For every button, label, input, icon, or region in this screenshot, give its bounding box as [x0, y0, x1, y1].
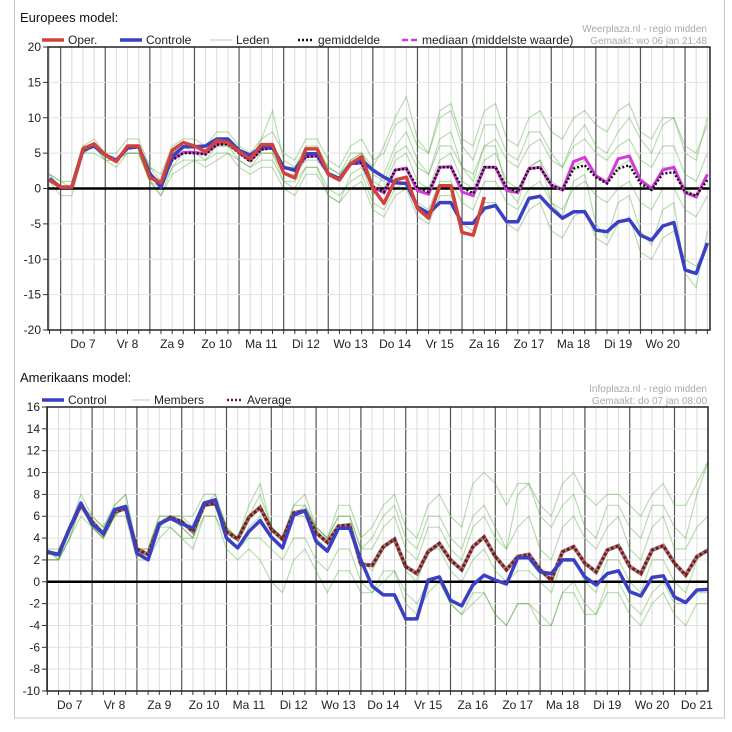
y-tick-label: 4	[33, 531, 40, 545]
created-timestamp: Gemaakt: wo 06 jan 21:48	[590, 36, 707, 47]
created-timestamp: Gemaakt: do 07 jan 08:00	[592, 396, 708, 407]
x-tick-label: Di 19	[604, 337, 632, 351]
y-tick-label: -10	[24, 252, 42, 266]
chart-title: Europees model:	[20, 10, 118, 25]
chart-europees: Europees model: Weerplaza.nl - regio mid…	[20, 10, 711, 351]
chart-amerikaans: Amerikaans model: Infoplaza.nl - regio m…	[20, 370, 713, 712]
x-tick-label: Vr 8	[104, 698, 126, 712]
legend-label-oper: Oper.	[68, 33, 97, 47]
member-line	[49, 145, 708, 268]
x-tick-label: Ma 18	[557, 337, 591, 351]
legend: Control Members Average	[42, 393, 292, 407]
y-tick-label: -8	[29, 662, 40, 676]
y-tick-label: 16	[27, 400, 41, 414]
y-tick-label: 10	[27, 466, 41, 480]
legend-label-control: Control	[68, 393, 107, 407]
control-line	[47, 498, 708, 621]
y-tick-label: 10	[28, 111, 42, 125]
x-tick-label: Di 12	[280, 698, 308, 712]
x-tick-label: Do 7	[70, 337, 96, 351]
x-tick-labels: Do 7 Vr 8 Za 9 Zo 10 Ma 11 Di 12 Wo 13 Do 14 Vr …	[57, 698, 713, 712]
x-tick-label: Vr 15	[414, 698, 443, 712]
member-line	[47, 515, 708, 627]
outer-frame	[14, 0, 725, 719]
source-line: Infoplaza.nl - regio midden	[589, 384, 707, 395]
x-tick-label: Ma 11	[233, 698, 266, 712]
y-tick-label: 15	[28, 75, 42, 89]
plot-area: 16 14 12 10 8 6 4 2 0 -2 -4 -6 -8 -10 Do 7 Vr 8 Za 9 Zo 1…	[23, 400, 714, 712]
x-tick-label: Do 7	[57, 698, 83, 712]
x-tick-label: Do 14	[379, 337, 411, 351]
y-tick-label: -15	[24, 288, 42, 302]
legend-label-members: Leden	[236, 33, 269, 47]
member-line	[49, 102, 708, 182]
legend: Oper. Controle Leden gemiddelde mediaan …	[42, 33, 573, 47]
series-lines	[47, 461, 708, 627]
x-tick-label: Ma 11	[245, 337, 278, 351]
x-tick-label: Vr 8	[117, 337, 139, 351]
y-tick-label: 0	[34, 182, 41, 196]
plot-area: 20 15 10 5 0 -5 -10 -15 -20 Do 7 Vr 8 Za 9 Zo 10 Ma 1…	[24, 40, 711, 351]
x-tick-label: Za 9	[147, 698, 171, 712]
x-tick-label: Za 16	[469, 337, 500, 351]
legend-label-average: Average	[247, 393, 292, 407]
y-tick-label: 0	[33, 575, 40, 589]
x-tick-label: Do 21	[681, 698, 713, 712]
x-tick-label: Za 9	[160, 337, 184, 351]
x-tick-label: Vr 15	[426, 337, 455, 351]
x-tick-label: Zo 10	[189, 698, 220, 712]
y-tick-label: -4	[29, 618, 40, 632]
y-tick-label: 14	[27, 422, 41, 436]
legend-label-mean: gemiddelde	[318, 33, 380, 47]
control-line	[48, 137, 710, 276]
plot-frame	[46, 406, 709, 692]
x-tick-label: Di 12	[292, 337, 320, 351]
member-line	[47, 461, 708, 561]
average-line	[47, 501, 708, 583]
x-tick-label: Za 16	[458, 698, 489, 712]
y-tick-label: 2	[33, 553, 40, 567]
y-tick-label: 5	[34, 146, 41, 160]
y-tick-label: -10	[23, 684, 41, 698]
x-tick-label: Wo 20	[635, 698, 670, 712]
oper-line	[48, 138, 487, 237]
y-tick-label: 12	[27, 444, 41, 458]
y-tick-label: 20	[28, 40, 42, 54]
x-tick-labels: Do 7 Vr 8 Za 9 Zo 10 Ma 11 Di 12 Wo 13 Do 14 Vr …	[70, 337, 680, 351]
series-lines	[48, 94, 710, 290]
legend-label-members: Members	[154, 393, 204, 407]
y-tick-label: -2	[29, 597, 40, 611]
chart-title: Amerikaans model:	[20, 370, 131, 385]
plot-frame	[47, 46, 711, 331]
y-tick-label: 6	[33, 509, 40, 523]
x-tick-label: Zo 17	[502, 698, 533, 712]
x-tick-label: Wo 13	[333, 337, 368, 351]
x-tick-label: Wo 20	[646, 337, 681, 351]
x-tick-label: Zo 10	[201, 337, 232, 351]
y-tick-label: 8	[33, 487, 40, 501]
y-tick-label: -5	[30, 217, 41, 231]
y-tick-label: -6	[29, 640, 40, 654]
x-tick-label: Ma 18	[546, 698, 580, 712]
source-line: Weerplaza.nl - regio midden	[582, 24, 707, 35]
member-line	[49, 130, 708, 290]
legend-label-control: Controle	[146, 33, 192, 47]
x-tick-label: Do 14	[367, 698, 399, 712]
x-tick-label: Di 19	[593, 698, 621, 712]
legend-label-median: mediaan (middelste waarde)	[422, 33, 573, 47]
y-tick-label: -20	[24, 323, 42, 337]
member-line	[47, 461, 708, 551]
x-tick-label: Wo 13	[321, 698, 356, 712]
x-tick-label: Zo 17	[514, 337, 545, 351]
